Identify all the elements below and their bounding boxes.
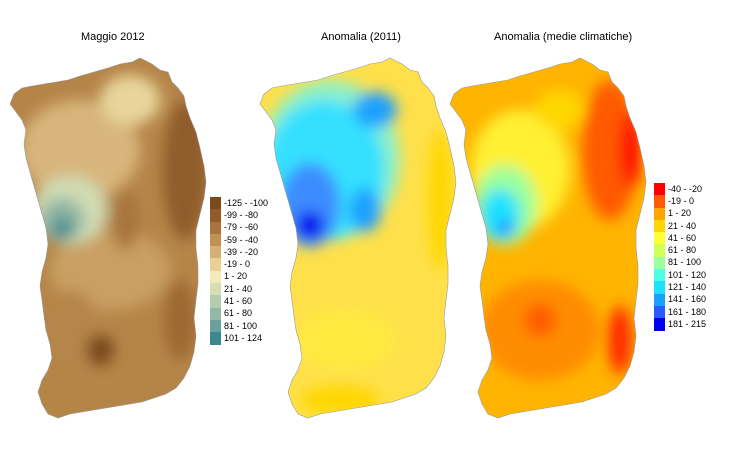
climate-legend-swatch xyxy=(654,207,665,220)
rainfall-legend-label: 81 - 100 xyxy=(224,320,258,331)
climate-legend-entry: 161 - 180 xyxy=(654,305,707,319)
climate-legend-swatch xyxy=(654,183,665,196)
rainfall-legend-swatch xyxy=(210,221,221,234)
climate-legend-swatch xyxy=(654,318,665,331)
rainfall-legend-entry: -59 - -40 xyxy=(210,233,268,247)
rainfall-legend-label: -59 - -40 xyxy=(224,234,259,245)
rainfall-legend-entry: -79 - -60 xyxy=(210,221,268,234)
climate-legend-swatch xyxy=(654,219,665,233)
climate-legend-swatch xyxy=(654,256,665,270)
rainfall-legend-label: -79 - -60 xyxy=(224,222,259,233)
climate-legend-label: 61 - 80 xyxy=(668,245,697,256)
rainfall-legend-entry: -39 - -20 xyxy=(210,246,268,259)
rainfall-legend-swatch xyxy=(210,209,221,222)
climate-legend-swatch xyxy=(654,232,665,245)
rainfall-legend-swatch xyxy=(210,283,221,296)
climate-legend-swatch xyxy=(654,281,665,294)
climate-legend-label: 161 - 180 xyxy=(668,306,707,317)
rainfall-legend-swatch xyxy=(210,258,221,271)
map-rainfall xyxy=(10,58,206,418)
rainfall-legend-entry: 61 - 80 xyxy=(210,307,268,320)
rainfall-legend-label: 61 - 80 xyxy=(224,308,253,319)
rainfall-legend-entry: 21 - 40 xyxy=(210,283,268,296)
climate-legend-label: 121 - 140 xyxy=(668,282,707,293)
climate-legend-entry: 41 - 60 xyxy=(654,232,706,245)
rainfall-legend-swatch xyxy=(210,270,221,284)
map-anomaly-climate xyxy=(450,58,646,418)
rainfall-legend-entry: 41 - 60 xyxy=(210,295,268,308)
rainfall-legend-swatch xyxy=(210,307,221,320)
climate-legend-label: 141 - 160 xyxy=(668,294,707,305)
rainfall-legend-entry: 1 - 20 xyxy=(210,270,268,284)
climate-legend-entry: 1 - 20 xyxy=(654,207,706,220)
climate-legend-label: -40 - -20 xyxy=(668,183,703,194)
rainfall-legend-label: -99 - -80 xyxy=(224,209,259,220)
rainfall-legend-entry: -99 - -80 xyxy=(210,209,268,222)
climate-legend-label: 101 - 120 xyxy=(668,269,707,280)
rainfall-legend-swatch xyxy=(210,246,221,259)
legend-rainfall: -125 - -100 -99 - -80 -79 - -60 -59 - -40 -3… xyxy=(210,197,268,345)
climate-legend-label: 1 - 20 xyxy=(668,208,692,219)
rainfall-legend-label: 101 - 124 xyxy=(224,332,263,343)
climate-legend-swatch xyxy=(654,244,665,257)
rainfall-legend-entry: 81 - 100 xyxy=(210,319,268,333)
climate-legend-swatch xyxy=(654,293,665,306)
climate-legend-entry: 81 - 100 xyxy=(654,256,706,270)
climate-legend-entry: 141 - 160 xyxy=(654,293,707,306)
map-anomaly-2011 xyxy=(260,58,456,418)
rainfall-legend-swatch xyxy=(210,295,221,308)
rainfall-legend-label: -39 - -20 xyxy=(224,246,259,257)
climate-legend-entry: 21 - 40 xyxy=(654,219,706,233)
climate-legend-entry: 101 - 120 xyxy=(654,269,707,282)
climate-legend-entry: -19 - 0 xyxy=(654,195,706,208)
climate-legend-label: 21 - 40 xyxy=(668,220,697,231)
panel-title-anomaly-2011: Anomalia (2011) xyxy=(321,31,401,43)
climate-legend-label: 41 - 60 xyxy=(668,232,697,243)
climate-legend-swatch xyxy=(654,305,665,319)
rainfall-legend-entry: 101 - 124 xyxy=(210,332,268,345)
rainfall-legend-label: -125 - -100 xyxy=(224,197,269,208)
climate-legend-label: 181 - 215 xyxy=(668,318,707,329)
rainfall-legend-swatch xyxy=(210,233,221,247)
climate-legend-entry: 181 - 215 xyxy=(654,318,707,331)
climate-legend-entry: 61 - 80 xyxy=(654,244,706,257)
climate-legend-label: -19 - 0 xyxy=(668,195,695,206)
panel-title-anomaly-climate: Anomalia (medie climatiche) xyxy=(494,31,633,43)
panel-title-rainfall: Maggio 2012 xyxy=(81,31,145,43)
climate-legend-entry: 121 - 140 xyxy=(654,281,707,294)
rainfall-legend-label: 21 - 40 xyxy=(224,283,253,294)
climate-legend-swatch xyxy=(654,269,665,282)
rainfall-legend-entry: -125 - -100 xyxy=(210,197,269,210)
rainfall-legend-swatch xyxy=(210,319,221,333)
rainfall-legend-label: 41 - 60 xyxy=(224,296,253,307)
climate-legend-swatch xyxy=(654,195,665,208)
rainfall-legend-label: 1 - 20 xyxy=(224,271,248,282)
legend-anomaly-climate: -40 - -20 -19 - 0 1 - 20 21 - 40 41 - 60 61 -… xyxy=(654,183,706,331)
climate-legend-label: 81 - 100 xyxy=(668,257,702,268)
climate-legend-entry: -40 - -20 xyxy=(654,183,706,196)
rainfall-legend-swatch xyxy=(210,197,221,210)
rainfall-legend-swatch xyxy=(210,332,221,345)
rainfall-legend-label: -19 - 0 xyxy=(224,259,251,270)
rainfall-legend-entry: -19 - 0 xyxy=(210,258,268,271)
